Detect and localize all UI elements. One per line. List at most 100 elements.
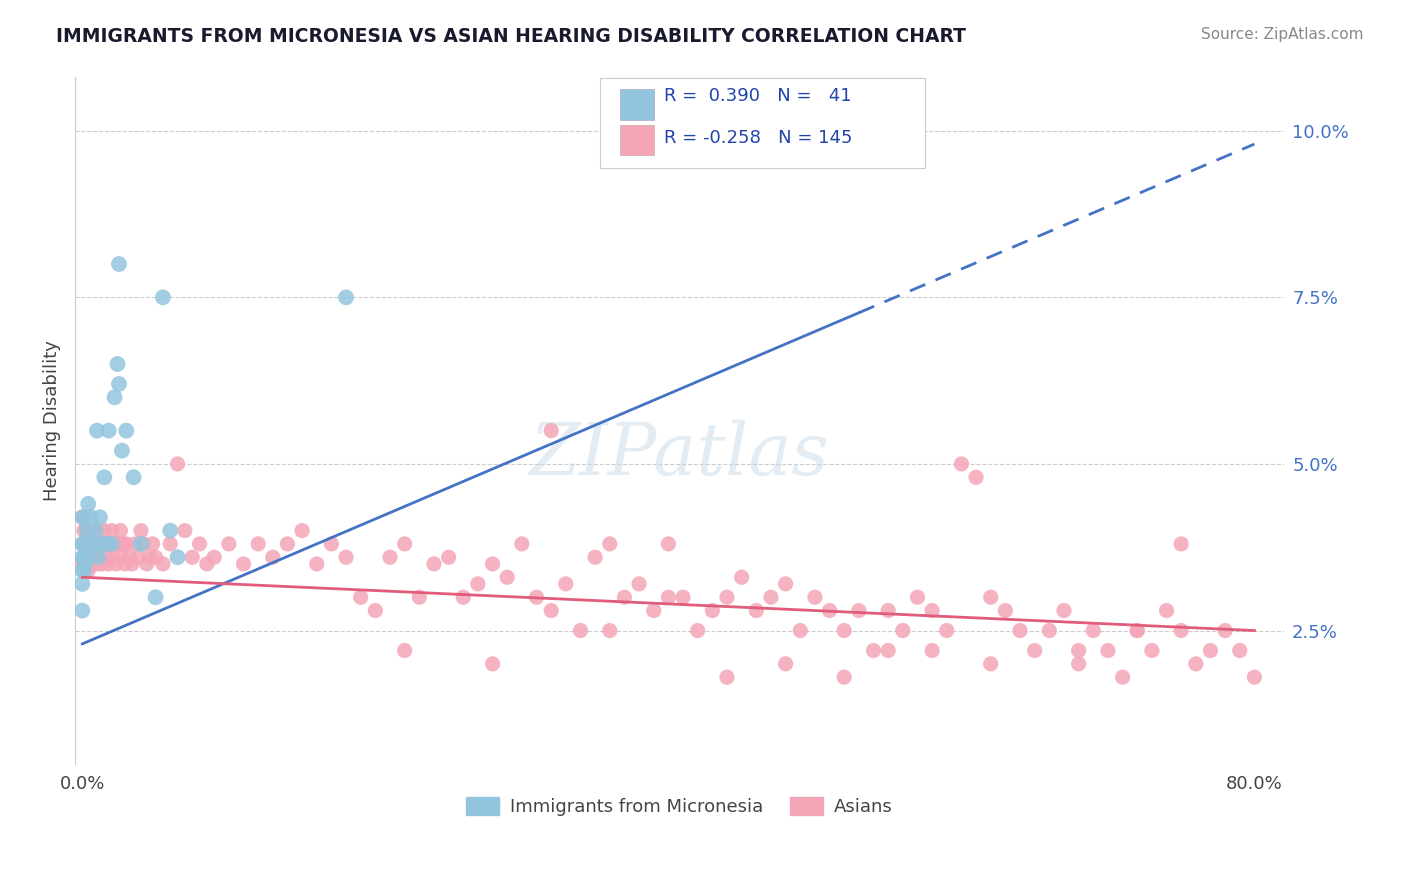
Y-axis label: Hearing Disability: Hearing Disability bbox=[44, 340, 60, 501]
Point bbox=[672, 591, 695, 605]
Point bbox=[87, 550, 110, 565]
Point bbox=[1097, 643, 1119, 657]
Point bbox=[540, 603, 562, 617]
Point bbox=[702, 603, 724, 617]
Point bbox=[100, 524, 122, 538]
Text: R =  0.390   N =   41: R = 0.390 N = 41 bbox=[664, 87, 851, 105]
Point bbox=[804, 591, 827, 605]
Point bbox=[378, 550, 401, 565]
Point bbox=[832, 670, 855, 684]
Point bbox=[77, 497, 100, 511]
Point bbox=[111, 443, 134, 458]
Point bbox=[105, 557, 128, 571]
Point bbox=[394, 537, 416, 551]
Point bbox=[907, 591, 929, 605]
Point bbox=[86, 424, 108, 438]
Point bbox=[305, 557, 328, 571]
Point bbox=[89, 510, 111, 524]
Point bbox=[72, 537, 94, 551]
Point bbox=[745, 603, 768, 617]
Point bbox=[94, 537, 117, 551]
Point bbox=[115, 537, 138, 551]
Point bbox=[540, 424, 562, 438]
Point bbox=[554, 577, 576, 591]
Point bbox=[72, 550, 94, 565]
Point bbox=[75, 537, 97, 551]
Point bbox=[142, 537, 165, 551]
Point bbox=[1008, 624, 1031, 638]
Point bbox=[408, 591, 430, 605]
Point bbox=[657, 537, 679, 551]
Point bbox=[84, 537, 107, 551]
Point bbox=[188, 537, 211, 551]
Point bbox=[181, 550, 204, 565]
Point bbox=[114, 557, 136, 571]
Point bbox=[72, 510, 94, 524]
Point bbox=[72, 537, 94, 551]
Point bbox=[935, 624, 957, 638]
Point bbox=[72, 564, 94, 578]
Point bbox=[921, 603, 943, 617]
Point bbox=[86, 524, 108, 538]
Point bbox=[775, 577, 797, 591]
Point bbox=[686, 624, 709, 638]
Point bbox=[423, 557, 446, 571]
Point bbox=[202, 550, 225, 565]
Text: ZIPatlas: ZIPatlas bbox=[530, 419, 830, 491]
Point bbox=[818, 603, 841, 617]
Point bbox=[1170, 624, 1192, 638]
Point bbox=[111, 550, 134, 565]
Point bbox=[72, 557, 94, 571]
Point bbox=[129, 524, 152, 538]
Point bbox=[613, 591, 636, 605]
Point bbox=[775, 657, 797, 671]
Point bbox=[73, 564, 96, 578]
Point bbox=[73, 524, 96, 538]
Point bbox=[152, 290, 174, 304]
Point bbox=[965, 470, 987, 484]
Point bbox=[218, 537, 240, 551]
Point bbox=[118, 550, 141, 565]
Point bbox=[100, 537, 122, 551]
Point bbox=[980, 657, 1002, 671]
Point bbox=[79, 524, 101, 538]
Point bbox=[73, 537, 96, 551]
Point bbox=[159, 524, 181, 538]
Point bbox=[159, 537, 181, 551]
Point bbox=[83, 537, 105, 551]
Point bbox=[496, 570, 519, 584]
Point bbox=[72, 577, 94, 591]
Point bbox=[86, 557, 108, 571]
Point bbox=[77, 537, 100, 551]
Point bbox=[1243, 670, 1265, 684]
Point bbox=[82, 537, 104, 551]
Point bbox=[1038, 624, 1060, 638]
Point bbox=[83, 550, 105, 565]
Point bbox=[1185, 657, 1208, 671]
Point bbox=[481, 557, 503, 571]
Point bbox=[75, 557, 97, 571]
Point bbox=[437, 550, 460, 565]
Point bbox=[1213, 624, 1236, 638]
Point bbox=[877, 643, 900, 657]
Legend: Immigrants from Micronesia, Asians: Immigrants from Micronesia, Asians bbox=[460, 789, 900, 823]
Point bbox=[174, 524, 197, 538]
Point bbox=[569, 624, 592, 638]
Point bbox=[657, 591, 679, 605]
Point bbox=[73, 550, 96, 565]
Point bbox=[166, 457, 188, 471]
Point bbox=[789, 624, 811, 638]
Point bbox=[921, 643, 943, 657]
Point bbox=[101, 550, 124, 565]
Point bbox=[1024, 643, 1046, 657]
Point bbox=[335, 550, 357, 565]
Point bbox=[848, 603, 870, 617]
Point bbox=[90, 557, 112, 571]
Point bbox=[127, 550, 149, 565]
Point bbox=[72, 603, 94, 617]
Point bbox=[103, 537, 125, 551]
Point bbox=[526, 591, 548, 605]
Point bbox=[832, 624, 855, 638]
Point bbox=[1126, 624, 1149, 638]
Point bbox=[103, 390, 125, 404]
